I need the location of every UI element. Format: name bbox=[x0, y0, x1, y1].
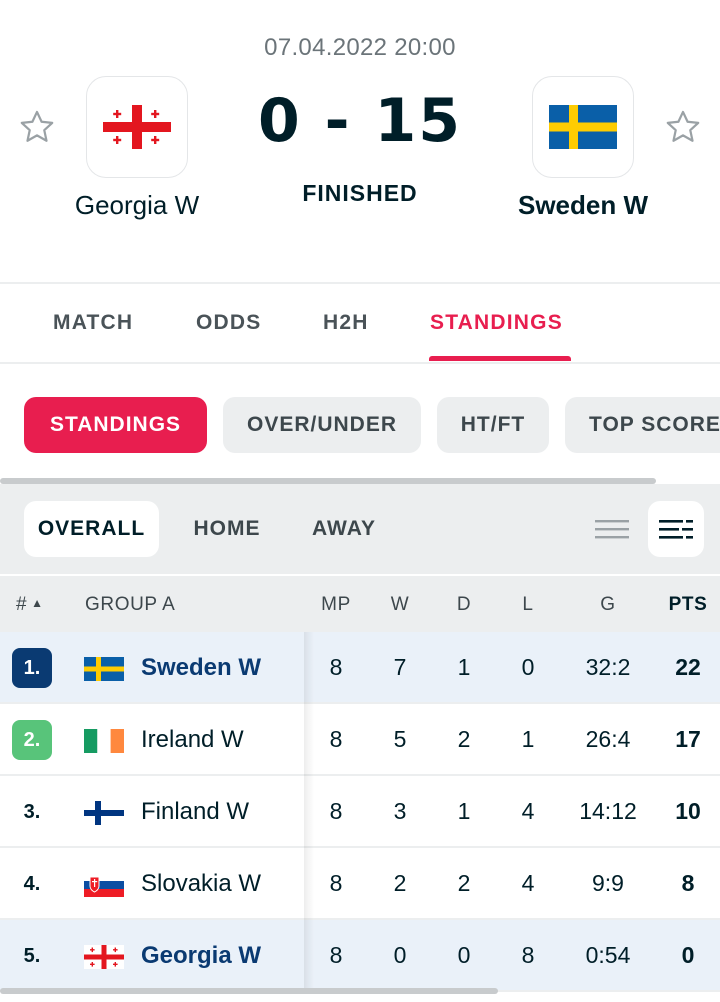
standings-filter-panel: OVERALL HOME AWAY bbox=[0, 484, 720, 574]
draws: 2 bbox=[457, 726, 471, 752]
draws-column-header[interactable]: D bbox=[456, 594, 472, 615]
goals: 32:2 bbox=[585, 654, 631, 680]
wins-column-header[interactable]: W bbox=[390, 594, 410, 615]
detailed-list-icon bbox=[659, 520, 693, 539]
rank-badge: 2. bbox=[12, 720, 52, 760]
table-horizontal-scrollbar[interactable] bbox=[0, 988, 498, 994]
rank-badge: 4. bbox=[23, 872, 41, 895]
away-team-name[interactable]: Sweden W bbox=[517, 190, 648, 220]
points: 22 bbox=[675, 654, 701, 680]
table-row[interactable]: 5. Georgia W 8 0 0 8 0:54 0 bbox=[0, 920, 720, 992]
match-header: 07.04.2022 20:00 0 - 15 FINISHED Georgia… bbox=[0, 0, 720, 282]
finland-flag-icon bbox=[84, 801, 124, 825]
goals: 26:4 bbox=[585, 726, 631, 752]
losses: 8 bbox=[521, 942, 535, 968]
sweden-flag-icon bbox=[84, 657, 124, 681]
points-column-header[interactable]: PTS bbox=[668, 594, 708, 615]
slovakia-flag-icon bbox=[84, 873, 124, 897]
match-status: FINISHED bbox=[302, 180, 418, 206]
compact-view-button[interactable] bbox=[584, 501, 640, 557]
draws: 0 bbox=[457, 942, 471, 968]
points: 0 bbox=[681, 942, 695, 968]
group-column-header[interactable]: GROUP A bbox=[85, 594, 176, 615]
matches-played: 8 bbox=[329, 798, 343, 824]
wins: 7 bbox=[393, 654, 407, 680]
goals: 0:54 bbox=[585, 942, 631, 968]
losses: 4 bbox=[521, 798, 535, 824]
points: 17 bbox=[675, 726, 701, 752]
rank-column-header[interactable]: # ▲ bbox=[16, 594, 44, 616]
losses: 1 bbox=[521, 726, 535, 752]
rank-badge: 1. bbox=[12, 648, 52, 688]
main-tabs: MATCH ODDS H2H STANDINGS bbox=[0, 284, 720, 364]
compact-list-icon bbox=[595, 520, 629, 539]
matches-played: 8 bbox=[329, 870, 343, 896]
active-tab-indicator bbox=[429, 356, 571, 361]
team-name[interactable]: Sweden W bbox=[141, 654, 262, 681]
matches-played: 8 bbox=[329, 726, 343, 752]
draws: 1 bbox=[457, 654, 471, 680]
wins: 3 bbox=[393, 798, 407, 824]
divider bbox=[0, 362, 720, 364]
tab-match[interactable]: MATCH bbox=[53, 311, 134, 334]
table-row[interactable]: 2. Ireland W 8 5 2 1 26:4 17 bbox=[0, 704, 720, 776]
filter-top-score-button[interactable]: TOP SCORE bbox=[565, 397, 720, 453]
filter-ht-ft-button[interactable]: HT/FT bbox=[437, 397, 549, 453]
ireland-flag-icon bbox=[84, 729, 124, 753]
points: 8 bbox=[681, 870, 695, 896]
mp-column-header[interactable]: MP bbox=[321, 594, 351, 615]
losses: 0 bbox=[521, 654, 535, 680]
table-row[interactable]: 3. Finland W 8 3 1 4 14:12 10 bbox=[0, 776, 720, 848]
wins: 2 bbox=[393, 870, 407, 896]
matches-played: 8 bbox=[329, 654, 343, 680]
goals: 14:12 bbox=[579, 798, 637, 824]
matches-played: 8 bbox=[329, 942, 343, 968]
table-row[interactable]: 1. Sweden W 8 7 1 0 32:2 22 bbox=[0, 632, 720, 704]
favorite-away-star-icon[interactable] bbox=[664, 108, 702, 146]
tab-h2h[interactable]: H2H bbox=[323, 311, 369, 334]
team-name[interactable]: Ireland W bbox=[141, 726, 244, 753]
rank-badge: 3. bbox=[23, 800, 41, 823]
losses: 4 bbox=[521, 870, 535, 896]
match-score: 0 - 15 bbox=[258, 86, 462, 156]
team-name[interactable]: Georgia W bbox=[141, 942, 262, 969]
goals-column-header[interactable]: G bbox=[600, 594, 616, 615]
team-name[interactable]: Slovakia W bbox=[141, 870, 262, 897]
filter-standings-button[interactable]: STANDINGS bbox=[24, 397, 207, 453]
standings-table-header: # ▲ GROUP A MP W D L G PTS bbox=[0, 574, 720, 632]
points: 10 bbox=[675, 798, 701, 824]
tab-standings[interactable]: STANDINGS bbox=[430, 311, 563, 334]
favorite-home-star-icon[interactable] bbox=[18, 108, 56, 146]
wins: 5 bbox=[393, 726, 407, 752]
sort-up-icon: ▲ bbox=[31, 596, 44, 610]
tab-odds[interactable]: ODDS bbox=[196, 311, 262, 334]
goals: 9:9 bbox=[592, 870, 624, 896]
away-team-logo[interactable] bbox=[532, 76, 634, 178]
divider bbox=[0, 282, 720, 284]
wins: 0 bbox=[393, 942, 407, 968]
home-team-logo[interactable] bbox=[86, 76, 188, 178]
losses-column-header[interactable]: L bbox=[522, 594, 534, 615]
rank-badge: 5. bbox=[23, 944, 41, 967]
subfilter-overall[interactable]: OVERALL bbox=[24, 501, 159, 557]
home-team-name[interactable]: Georgia W bbox=[74, 190, 200, 220]
rank-header-label: # bbox=[16, 594, 28, 615]
georgia-flag-icon bbox=[84, 945, 124, 969]
full-view-button[interactable] bbox=[648, 501, 704, 557]
horizontal-scrollbar[interactable] bbox=[0, 478, 656, 484]
draws: 1 bbox=[457, 798, 471, 824]
subfilter-home[interactable]: HOME bbox=[193, 517, 261, 540]
subfilter-away[interactable]: AWAY bbox=[312, 517, 376, 540]
georgia-flag-icon bbox=[103, 105, 171, 149]
team-name[interactable]: Finland W bbox=[141, 798, 250, 825]
table-row[interactable]: 4. Slovakia W 8 2 2 4 9:9 8 bbox=[0, 848, 720, 920]
draws: 2 bbox=[457, 870, 471, 896]
filter-over-under-button[interactable]: OVER/UNDER bbox=[223, 397, 421, 453]
match-datetime: 07.04.2022 20:00 bbox=[264, 34, 456, 61]
sweden-flag-icon bbox=[549, 105, 617, 149]
